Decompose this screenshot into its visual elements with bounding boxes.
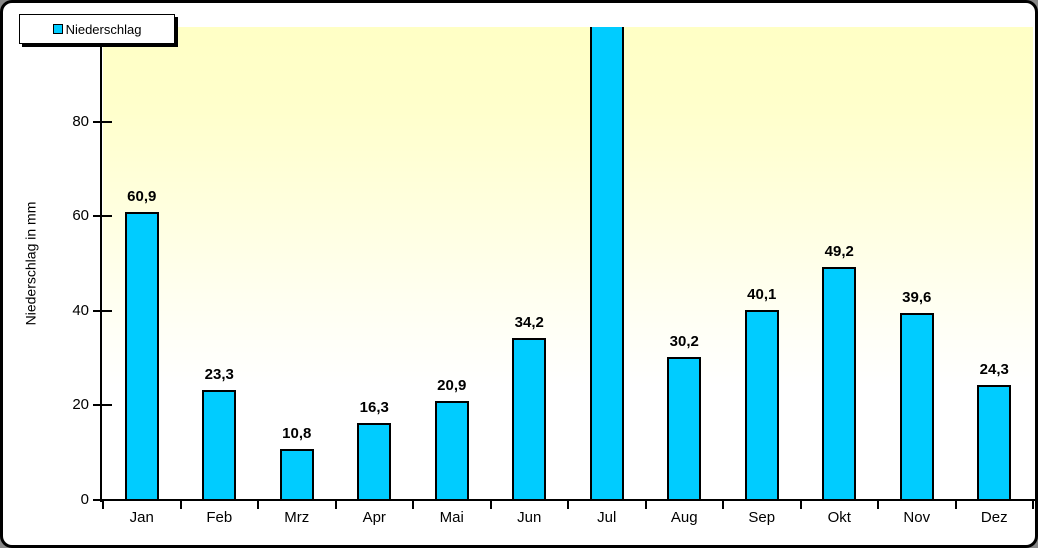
legend: Niederschlag — [19, 14, 175, 44]
x-axis-category-label: Jul — [597, 509, 617, 526]
x-axis-category-label: Jun — [517, 509, 542, 526]
y-axis-tick-label: 40 — [72, 301, 89, 319]
x-axis-category-label: Okt — [827, 509, 851, 526]
y-axis-tick-label: 80 — [72, 112, 89, 130]
x-axis-category-label: Aug — [670, 509, 698, 526]
bar-value-label: 30,2 — [669, 333, 699, 351]
y-axis-tick — [93, 499, 112, 501]
x-axis-tick — [102, 501, 104, 509]
bar-value-label: 34,2 — [514, 314, 544, 332]
bar-value-label: 10,8 — [282, 424, 312, 442]
bar — [279, 448, 314, 500]
bar — [667, 357, 702, 500]
y-axis-tick-label: 0 — [80, 491, 89, 508]
bar — [822, 267, 857, 500]
x-axis-tick — [877, 501, 879, 509]
bar — [899, 312, 934, 500]
bar-value-label: 23,3 — [204, 365, 234, 383]
plot-area: 60,9 23,3 10,8 16,3 20,9 34,2 30,2 40,1 49,2 39,6… — [103, 27, 1033, 500]
bar — [124, 211, 159, 500]
y-axis-tick — [93, 120, 112, 123]
x-axis-category-label: Feb — [206, 509, 233, 526]
bar — [744, 310, 779, 500]
x-axis-category-label: Apr — [362, 509, 386, 526]
bar-value-label: 40,1 — [747, 286, 777, 304]
bar — [434, 401, 469, 500]
x-axis-tick — [257, 501, 259, 509]
bar — [977, 385, 1012, 500]
x-axis-category-label: Mai — [439, 509, 464, 526]
y-axis-line — [100, 27, 102, 502]
bar — [202, 389, 237, 500]
y-axis-tick — [93, 215, 112, 218]
legend-series-label: Niederschlag — [65, 21, 142, 37]
bar — [357, 422, 392, 500]
x-axis-tick — [567, 501, 569, 509]
x-axis-category-label: Mrz — [284, 509, 310, 526]
bar-value-label: 60,9 — [127, 187, 157, 205]
bar-value-label: 24,3 — [979, 361, 1009, 379]
y-axis-title: Niederschlag in mm — [22, 201, 39, 326]
x-axis-tick — [799, 501, 802, 509]
y-axis-tick-label: 60 — [72, 207, 89, 225]
bar-value-label: 49,2 — [824, 243, 854, 261]
x-axis-tick — [334, 501, 337, 509]
x-axis-category-label: Jan — [129, 509, 154, 526]
x-axis-line — [100, 499, 1035, 501]
legend-series-marker-icon — [52, 24, 63, 34]
x-axis-tick — [412, 501, 414, 509]
x-axis-tick — [489, 501, 492, 509]
bar-value-label: 20,9 — [437, 377, 467, 395]
x-axis-tick — [1032, 501, 1034, 509]
y-axis-tick-label: 20 — [72, 396, 89, 414]
bar-value-label: 39,6 — [902, 288, 932, 306]
x-axis-tick — [179, 501, 182, 509]
y-axis-tick — [93, 404, 112, 407]
x-axis-tick — [722, 501, 724, 509]
bar — [512, 338, 547, 500]
bar — [589, 27, 624, 500]
y-axis-tick — [93, 309, 112, 312]
bar-value-label: 16,3 — [359, 398, 389, 416]
x-axis-category-label: Nov — [903, 509, 931, 526]
x-axis-tick — [644, 501, 647, 509]
x-axis-tick — [954, 501, 957, 509]
x-axis-category-label: Dez — [980, 509, 1008, 526]
x-axis-category-label: Sep — [748, 509, 776, 526]
